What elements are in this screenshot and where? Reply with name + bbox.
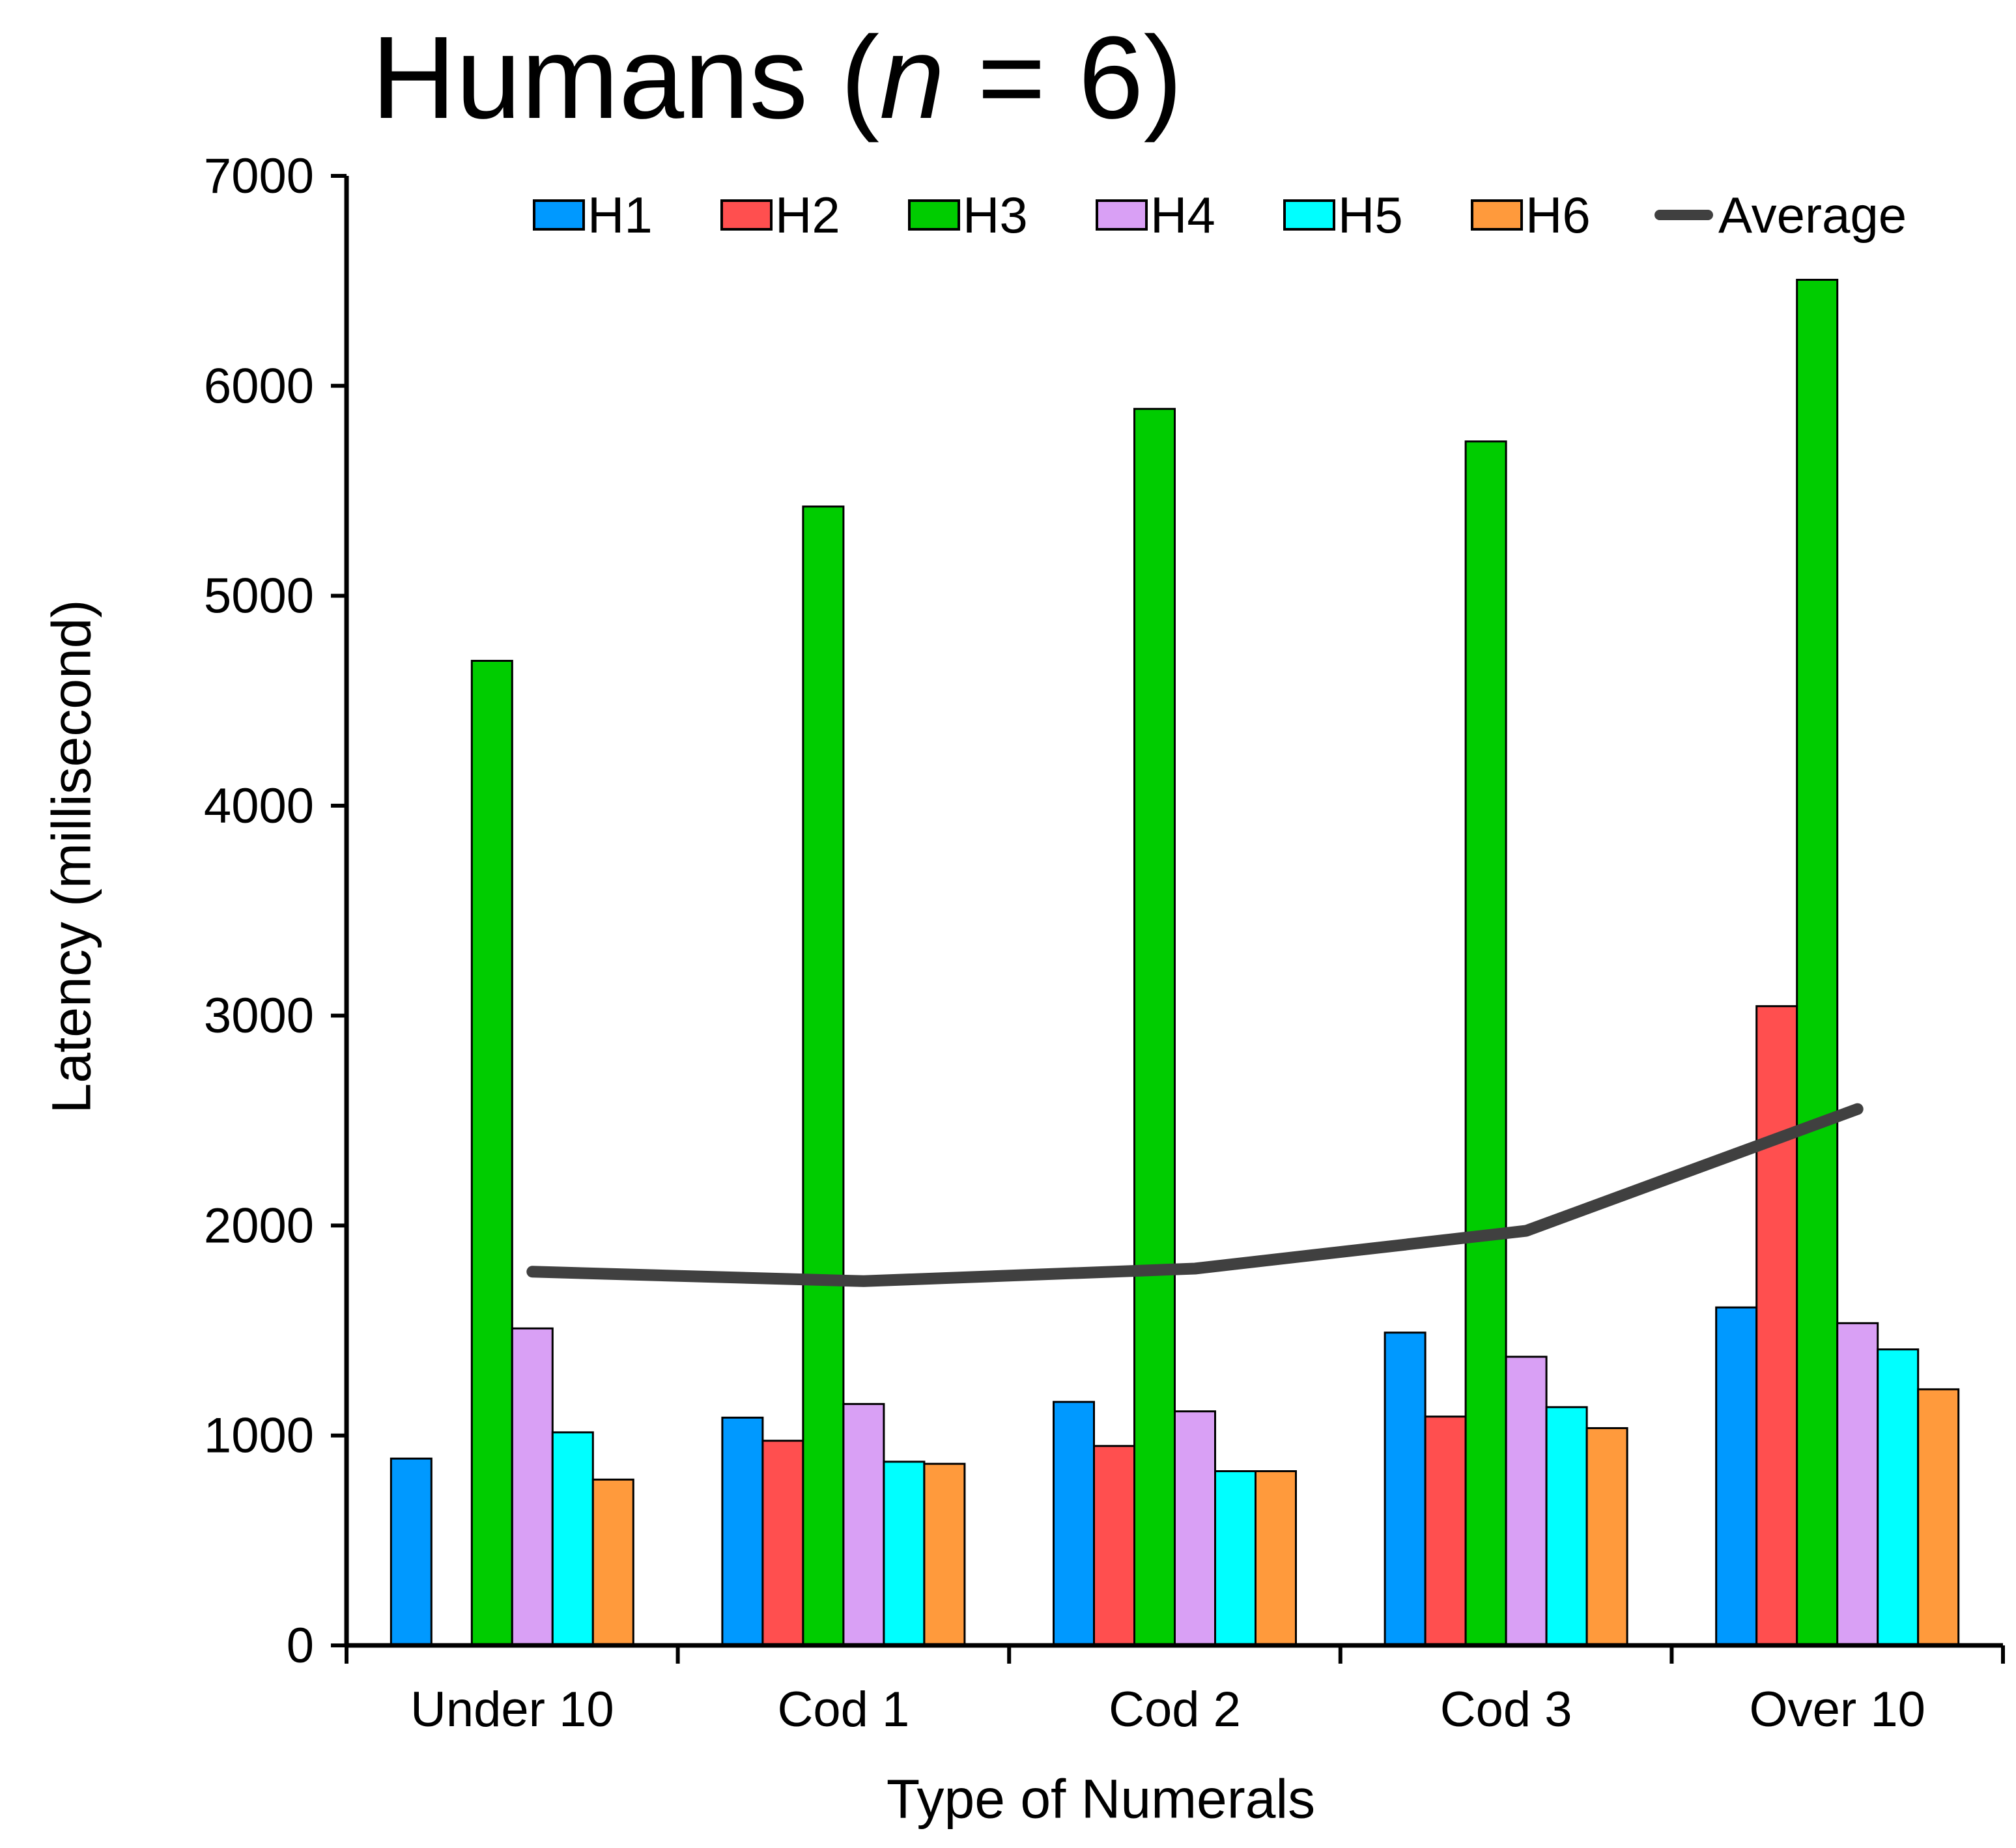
bar-h2-cod-3 [1424, 1415, 1467, 1647]
x-tick-label: Cod 2 [1109, 1682, 1241, 1737]
legend-item-h6: H6 [1471, 186, 1591, 244]
legend-item-h1: H1 [533, 186, 653, 244]
legend-label-h1: H1 [588, 186, 653, 244]
bar-h1-cod-3 [1384, 1331, 1427, 1647]
legend-label-h4: H4 [1150, 186, 1215, 244]
bar-h1-cod-1 [721, 1416, 764, 1647]
y-tick-label: 7000 [204, 149, 314, 204]
bar-h4-under-10 [511, 1327, 554, 1647]
bar-h4-cod-3 [1505, 1356, 1548, 1647]
bar-h1-cod-2 [1053, 1400, 1095, 1647]
bar-h6-cod-3 [1585, 1427, 1628, 1647]
x-tick-label: Cod 1 [777, 1682, 909, 1737]
bar-h5-cod-2 [1214, 1470, 1256, 1647]
chart-title: Humans (n = 6) [371, 12, 1183, 143]
bar-h5-cod-3 [1545, 1406, 1588, 1647]
bar-h4-cod-1 [842, 1402, 885, 1647]
bar-h2-cod-1 [761, 1440, 804, 1647]
y-tick-label: 2000 [204, 1198, 314, 1253]
legend-swatch-h6 [1471, 199, 1523, 231]
legend-item-h3: H3 [908, 186, 1028, 244]
legend-swatch-h2 [720, 199, 773, 231]
bar-h6-cod-2 [1255, 1470, 1297, 1647]
y-tick-label: 1000 [204, 1408, 314, 1464]
x-tick-label: Under 10 [410, 1682, 614, 1737]
y-tick-label: 3000 [204, 988, 314, 1044]
bar-h6-over-10 [1917, 1388, 1960, 1647]
bar-h1-under-10 [390, 1457, 433, 1647]
legend-swatch-average [1654, 210, 1713, 220]
y-tick-label: 0 [287, 1618, 314, 1673]
bar-h3-cod-1 [802, 505, 845, 1647]
bar-h3-cod-2 [1133, 408, 1176, 1647]
legend-label-h6: H6 [1526, 186, 1591, 244]
bar-h4-over-10 [1836, 1322, 1879, 1647]
y-tick-label: 6000 [204, 358, 314, 414]
legend-label-h5: H5 [1338, 186, 1403, 244]
bar-h3-over-10 [1796, 279, 1839, 1647]
x-axis-label: Type of Numerals [886, 1768, 1316, 1830]
legend-swatch-h4 [1096, 199, 1148, 231]
legend-label-h3: H3 [963, 186, 1028, 244]
bar-h3-under-10 [470, 659, 513, 1647]
bar-h5-under-10 [551, 1431, 594, 1647]
legend-item-average: Average [1654, 186, 1907, 244]
x-tick-label: Over 10 [1750, 1682, 1925, 1737]
bar-h6-under-10 [591, 1478, 634, 1647]
legend-swatch-h1 [533, 199, 585, 231]
legend-item-h5: H5 [1283, 186, 1403, 244]
bar-h3-cod-3 [1464, 440, 1507, 1647]
legend-swatch-h3 [908, 199, 960, 231]
y-tick-label: 5000 [204, 569, 314, 624]
bar-h5-cod-1 [883, 1460, 926, 1647]
x-tick-label: Cod 3 [1440, 1682, 1572, 1737]
legend-label-average: Average [1718, 186, 1907, 244]
legend-swatch-h5 [1283, 199, 1335, 231]
average-line [526, 1103, 1864, 1287]
bar-h2-over-10 [1755, 1005, 1798, 1647]
bar-h4-cod-2 [1174, 1410, 1216, 1647]
legend-label-h2: H2 [775, 186, 840, 244]
bar-h1-over-10 [1715, 1306, 1758, 1647]
bar-h6-cod-1 [923, 1462, 966, 1647]
legend-item-h4: H4 [1096, 186, 1215, 244]
bar-h5-over-10 [1877, 1348, 1920, 1647]
y-tick-label: 4000 [204, 778, 314, 834]
bar-h2-cod-2 [1093, 1445, 1135, 1647]
legend-item-h2: H2 [720, 186, 840, 244]
